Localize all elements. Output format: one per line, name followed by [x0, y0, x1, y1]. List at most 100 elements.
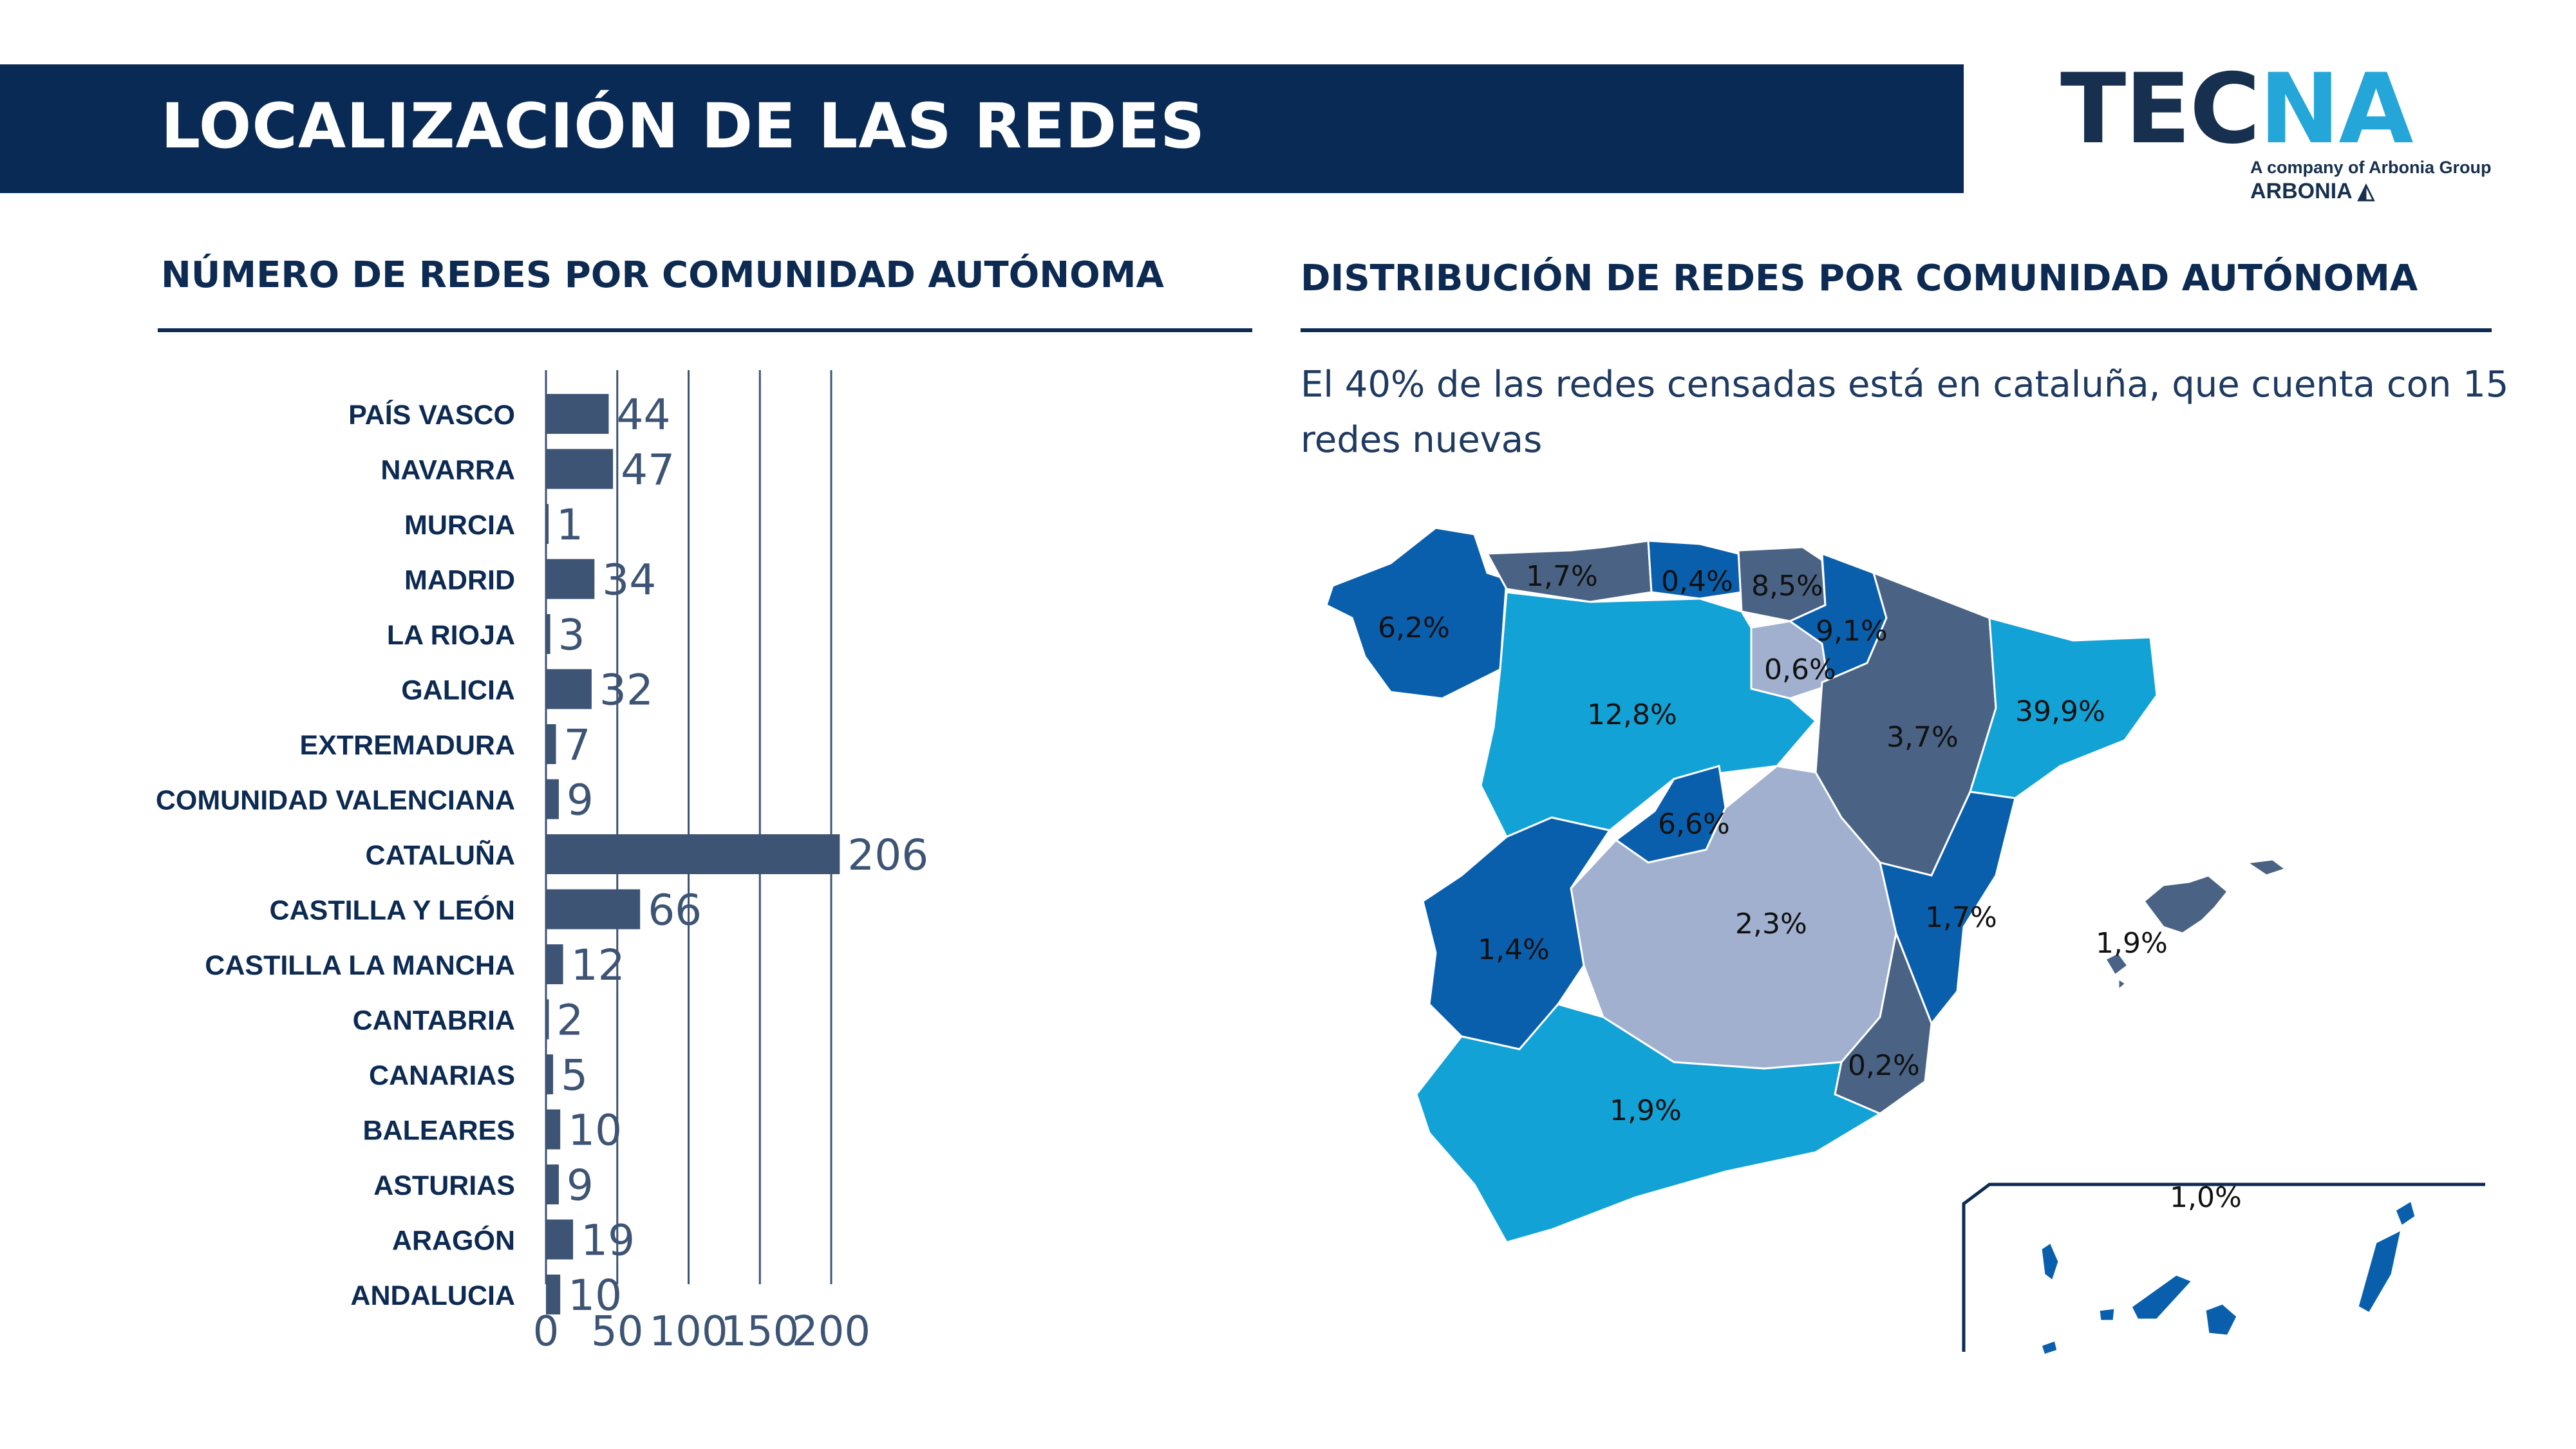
map-label-asturias: 1,7%: [1526, 560, 1598, 593]
bar: [546, 669, 592, 709]
island-la-palma: [2040, 1240, 2060, 1283]
map-label-aragon: 3,7%: [1886, 721, 1959, 754]
left-title-divider: [158, 328, 1252, 332]
map-label-cantabria: 0,4%: [1661, 565, 1733, 598]
region-comunidad-valenciana: [1878, 790, 2017, 1025]
data-label: 206: [847, 830, 928, 880]
map-label-galicia: 6,2%: [1378, 612, 1450, 644]
map-label-cataluna: 39,9%: [2015, 695, 2105, 728]
island-el-hierro: [2040, 1339, 2059, 1356]
logo-group-label: ARBONIA: [2250, 179, 2352, 203]
x-tick-label: 50: [591, 1308, 643, 1356]
map-label-andalucia: 1,9%: [1610, 1094, 1682, 1127]
bar: [546, 1219, 574, 1260]
island-gran-canaria: [2204, 1302, 2239, 1337]
category-label: ASTURIAS: [373, 1170, 515, 1201]
category-label: COMUNIDAD VALENCIANA: [156, 785, 515, 816]
region-canarias: [2040, 1199, 2417, 1356]
bar: [546, 724, 556, 764]
tecna-logo: TECNA A company of Arbonia Group ARBONIA…: [2060, 61, 2524, 203]
bar: [546, 834, 840, 874]
map-label-extremadura: 1,4%: [1478, 933, 1550, 966]
bar: [546, 614, 550, 654]
x-tick-label: 200: [792, 1308, 870, 1356]
category-label: BALEARES: [362, 1116, 515, 1146]
bar: [546, 449, 614, 489]
data-label: 32: [599, 666, 653, 715]
island-lanzarote: [2394, 1199, 2417, 1228]
category-label: CASTILLA Y LEÓN: [270, 895, 515, 926]
bar: [546, 394, 609, 434]
map-label-comunidad-valenciana: 1,7%: [1925, 901, 1997, 934]
data-label: 47: [621, 445, 675, 495]
category-label: LA RIOJA: [387, 620, 515, 651]
bar: [546, 944, 563, 984]
data-label: 1: [556, 500, 583, 550]
logo-group-name: ARBONIA ◭: [2250, 178, 2374, 204]
bar: [546, 889, 641, 930]
arbonia-triangle-icon: ◭: [2357, 179, 2375, 203]
data-label: 9: [567, 776, 594, 825]
map-label-la-rioja: 0,6%: [1764, 653, 1836, 686]
category-label: ANDALUCIA: [350, 1280, 515, 1311]
category-label: EXTREMADURA: [300, 730, 515, 761]
right-title-divider: [1301, 328, 2492, 332]
data-label: 12: [571, 940, 625, 990]
data-label: 19: [581, 1216, 635, 1266]
category-label: CANARIAS: [369, 1060, 515, 1091]
region-andalucia: [1415, 1003, 1883, 1244]
region-baleares: [2103, 858, 2288, 993]
map-label-pais-vasco: 8,5%: [1751, 570, 1823, 603]
data-label: 5: [561, 1051, 588, 1100]
map-subtitle: El 40% de las redes censadas está en cat…: [1301, 364, 2509, 461]
data-label: 7: [564, 720, 591, 770]
header-banner: [0, 64, 1964, 193]
island-fuerteventura: [2356, 1228, 2403, 1315]
island-tenerife: [2130, 1273, 2194, 1321]
data-label: 44: [616, 390, 670, 440]
data-label: 9: [567, 1161, 594, 1210]
category-label: CASTILLA LA MANCHA: [205, 950, 515, 981]
region-cataluna: [1969, 617, 2158, 799]
data-label: 10: [568, 1106, 622, 1155]
category-label: MADRID: [404, 565, 515, 596]
map-label-baleares: 1,9%: [2096, 927, 2168, 960]
bar-chart-title: NÚMERO DE REDES POR COMUNIDAD AUTÓNOMA: [161, 254, 1164, 296]
bar: [546, 779, 559, 819]
data-label: 34: [602, 556, 656, 605]
data-label: 3: [558, 610, 585, 660]
category-label: GALICIA: [401, 675, 515, 706]
category-label: NAVARRA: [381, 455, 515, 486]
data-label: 2: [556, 996, 583, 1045]
bar: [546, 1164, 559, 1204]
category-label: CATALUÑA: [366, 840, 515, 871]
island-la-gomera: [2098, 1307, 2116, 1322]
map-regions: [1325, 527, 2288, 1244]
page-title: LOCALIZACIÓN DE LAS REDES: [161, 90, 1206, 162]
logo-word-dark: TEC: [2060, 53, 2261, 165]
map-label-castilla-y-leon: 12,8%: [1587, 698, 1677, 731]
bar: [546, 999, 549, 1040]
data-label: 10: [568, 1271, 622, 1320]
logo-word-light: NA: [2259, 53, 2414, 165]
logo-subtitle: A company of Arbonia Group: [2250, 158, 2492, 177]
map-label-castilla-la-mancha: 2,3%: [1735, 908, 1807, 940]
map-title: DISTRIBUCIÓN DE REDES POR COMUNIDAD AUTÓ…: [1301, 257, 2418, 299]
data-label: 66: [648, 886, 702, 935]
category-label: PAÍS VASCO: [348, 400, 515, 431]
logo-wordmark: TECNA: [2060, 61, 2524, 158]
map-label-murcia: 0,2%: [1848, 1049, 1920, 1082]
bar: [546, 1054, 554, 1094]
x-tick-label: 150: [720, 1308, 799, 1356]
x-tick-label: 100: [649, 1308, 728, 1356]
map-label-canarias: 1,0%: [2170, 1181, 2242, 1214]
x-tick-label: 0: [533, 1308, 559, 1356]
bar: [546, 1109, 561, 1150]
category-label: MURCIA: [404, 510, 515, 541]
category-label: ARAGÓN: [392, 1225, 515, 1257]
map-labels: 6,2% 1,7% 0,4% 8,5% 9,1% 0,6% 12,8% 3,7%…: [1378, 560, 2242, 1214]
bar: [546, 1275, 561, 1314]
canarias-inset-frame: [1962, 1183, 2485, 1352]
bar: [546, 504, 549, 544]
